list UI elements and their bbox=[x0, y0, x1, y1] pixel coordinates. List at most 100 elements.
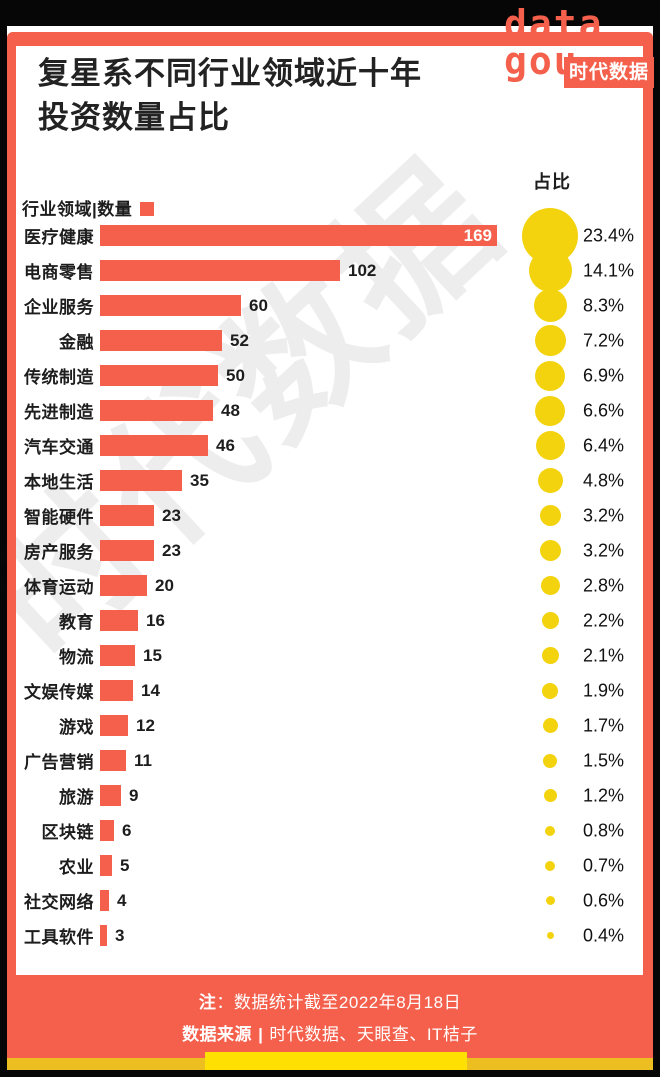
percent-label: 7.2% bbox=[583, 330, 625, 350]
percent-bubble bbox=[537, 468, 563, 493]
chart-row: 工具软件 3 0.4% bbox=[20, 918, 642, 953]
percent-bubble bbox=[533, 289, 567, 322]
category-label: 物流 bbox=[59, 648, 94, 667]
category-label: 智能硬件 bbox=[24, 508, 94, 527]
percent-bubble bbox=[539, 540, 561, 561]
bar bbox=[100, 715, 128, 736]
footer-note-line: 注：数据统计截至2022年8月18日 bbox=[199, 988, 461, 1013]
percent-label: 0.4% bbox=[583, 925, 625, 945]
value-label: 14 bbox=[141, 680, 160, 700]
value-label: 48 bbox=[221, 400, 240, 420]
category-label: 先进制造 bbox=[24, 403, 94, 422]
chart-row: 社交网络 4 0.6% bbox=[20, 883, 642, 918]
brand-logo-latin-line1: data bbox=[504, 2, 604, 46]
brand-logo-cn-badge: 时代数据 bbox=[563, 57, 654, 88]
bar bbox=[100, 330, 222, 351]
percent-label: 2.2% bbox=[583, 610, 625, 630]
category-label: 传统制造 bbox=[24, 368, 94, 387]
percent-label: 8.3% bbox=[583, 295, 625, 315]
percent-label: 6.4% bbox=[583, 435, 625, 455]
footer-note-label: 注 bbox=[198, 993, 217, 1012]
value-label: 169 bbox=[463, 226, 492, 245]
percent-bubble bbox=[541, 612, 559, 629]
percent-label: 1.9% bbox=[583, 680, 625, 700]
percent-bubble bbox=[542, 718, 558, 733]
percent-bubble bbox=[541, 647, 559, 664]
percent-label: 2.1% bbox=[583, 645, 625, 665]
value-label: 60 bbox=[249, 295, 268, 315]
value-label: 52 bbox=[230, 330, 249, 350]
category-label: 区块链 bbox=[41, 823, 94, 842]
category-label: 房产服务 bbox=[24, 543, 94, 562]
category-label: 企业服务 bbox=[24, 298, 94, 317]
percent-label: 1.7% bbox=[583, 715, 625, 735]
percent-bubble bbox=[528, 249, 572, 292]
brand-logo: data gou 时代数据 bbox=[498, 0, 656, 92]
value-label: 9 bbox=[129, 785, 139, 805]
percent-label: 14.1% bbox=[583, 260, 635, 280]
percent-label: 23.4% bbox=[583, 225, 635, 245]
percent-bubble bbox=[543, 789, 557, 802]
value-label: 35 bbox=[190, 470, 209, 490]
value-label: 23 bbox=[162, 540, 181, 560]
value-label: 102 bbox=[348, 260, 377, 280]
percent-label: 6.9% bbox=[583, 365, 625, 385]
percent-bubble bbox=[545, 860, 555, 871]
bar bbox=[100, 680, 133, 701]
category-label: 工具软件 bbox=[24, 928, 94, 947]
chart-row: 电商零售 102 14.1% bbox=[20, 249, 642, 292]
bar bbox=[100, 540, 154, 561]
percent-label: 3.2% bbox=[583, 540, 625, 560]
chart-row: 广告营销 11 1.5% bbox=[20, 743, 642, 778]
bar bbox=[100, 925, 107, 946]
category-label: 农业 bbox=[59, 858, 94, 877]
category-label: 广告营销 bbox=[24, 753, 94, 772]
footer-note-text: 数据统计截至2022年8月18日 bbox=[233, 993, 462, 1012]
percent-label: 3.2% bbox=[583, 505, 625, 525]
chart-row: 旅游 9 1.2% bbox=[20, 778, 642, 813]
footer-source-label: 数据来源 bbox=[182, 1025, 253, 1044]
bar bbox=[100, 470, 182, 491]
bar bbox=[100, 575, 147, 596]
category-label: 文娱传媒 bbox=[24, 683, 94, 702]
category-label: 游戏 bbox=[59, 718, 94, 737]
bar-chart: 医疗健康 169 23.4% 电商零售 102 14.1% 企业服务 60 8.3% 金融 52 7.… bbox=[20, 207, 642, 953]
title-line-1: 复星系不同行业领域近十年 bbox=[38, 56, 422, 91]
chart-row: 汽车交通 46 6.4% bbox=[20, 428, 642, 463]
value-label: 46 bbox=[216, 435, 235, 455]
value-label: 16 bbox=[146, 610, 165, 630]
chart-row: 农业 5 0.7% bbox=[20, 848, 642, 883]
percent-label: 0.8% bbox=[583, 820, 625, 840]
value-label: 15 bbox=[143, 645, 162, 665]
chart-row: 教育 16 2.2% bbox=[20, 603, 642, 638]
percent-bubble bbox=[545, 896, 555, 905]
chart-row: 金融 52 7.2% bbox=[20, 323, 642, 358]
percent-label: 1.5% bbox=[583, 750, 625, 770]
category-label: 医疗健康 bbox=[24, 228, 94, 247]
chart-row: 本地生活 35 4.8% bbox=[20, 463, 642, 498]
value-label: 12 bbox=[136, 715, 155, 735]
bar bbox=[100, 890, 109, 911]
percent-bubble bbox=[535, 360, 565, 391]
category-label: 社交网络 bbox=[24, 893, 94, 912]
bar bbox=[100, 610, 138, 631]
footer: 注：数据统计截至2022年8月18日 数据来源 | 时代数据、天眼查、IT桔子 bbox=[7, 975, 653, 1058]
percent-bubble bbox=[535, 431, 565, 460]
category-label: 汽车交通 bbox=[24, 438, 94, 457]
bar bbox=[100, 785, 121, 806]
percent-label: 6.6% bbox=[583, 400, 625, 420]
chart-row: 游戏 12 1.7% bbox=[20, 708, 642, 743]
title-line-2: 投资数量占比 bbox=[38, 100, 230, 135]
footer-source-line: 数据来源 | 时代数据、天眼查、IT桔子 bbox=[182, 1020, 478, 1045]
footer-note-colon: ： bbox=[216, 993, 234, 1012]
bar bbox=[100, 855, 112, 876]
bar bbox=[100, 820, 114, 841]
column-header-industry-count: 行业领域|数量 bbox=[22, 195, 155, 220]
chart-row: 传统制造 50 6.9% bbox=[20, 358, 642, 393]
page-title: 复星系不同行业领域近十年 投资数量占比 bbox=[38, 52, 422, 140]
category-label: 电商零售 bbox=[24, 263, 94, 282]
percent-label: 1.2% bbox=[583, 785, 625, 805]
category-label: 教育 bbox=[59, 613, 94, 632]
percent-label: 4.8% bbox=[583, 470, 625, 490]
percent-bubble bbox=[539, 505, 561, 526]
